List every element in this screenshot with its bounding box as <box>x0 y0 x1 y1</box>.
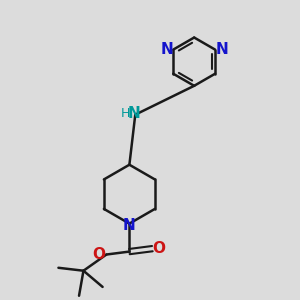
Text: N: N <box>123 218 136 232</box>
Text: H: H <box>121 107 130 120</box>
Text: O: O <box>93 247 106 262</box>
Text: N: N <box>128 106 140 121</box>
Text: N: N <box>160 42 173 57</box>
Text: O: O <box>152 241 165 256</box>
Text: N: N <box>215 42 228 57</box>
